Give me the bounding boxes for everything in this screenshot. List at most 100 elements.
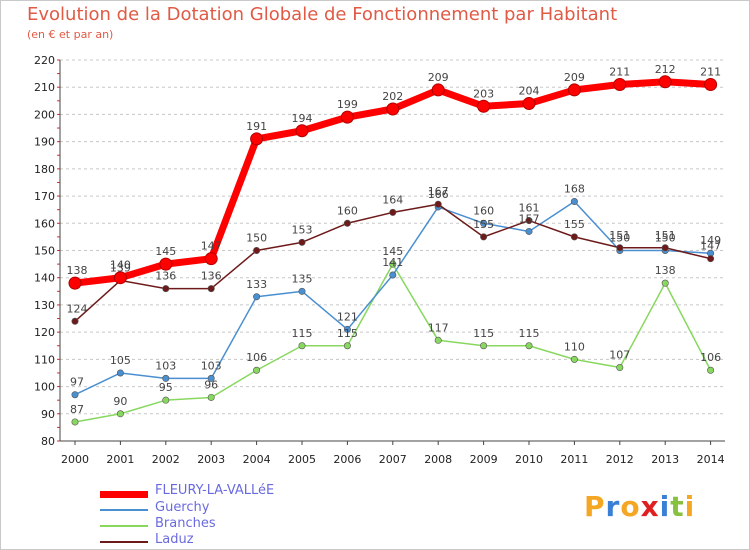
data-point	[434, 336, 442, 344]
data-label: 161	[519, 202, 540, 215]
data-label: 97	[70, 376, 84, 389]
chart-subtitle: (en € et par an)	[27, 28, 114, 41]
logo-letter: o	[620, 490, 641, 523]
data-label: 160	[473, 204, 494, 217]
data-point	[525, 342, 533, 350]
data-label: 164	[382, 193, 403, 206]
y-tick-label-170: 170	[34, 190, 55, 203]
data-label: 138	[655, 264, 676, 277]
x-tick-label-2010: 2010	[515, 453, 543, 466]
data-point	[207, 393, 215, 401]
y-tick-label-100: 100	[34, 381, 55, 394]
data-label: 106	[700, 351, 721, 364]
data-label: 155	[564, 218, 585, 231]
data-point	[570, 355, 578, 363]
data-label: 151	[655, 229, 676, 242]
x-tick-label-2012: 2012	[606, 453, 634, 466]
legend-line-branches	[100, 525, 148, 527]
data-point	[525, 217, 533, 225]
x-tick-label-2001: 2001	[106, 453, 134, 466]
data-point	[253, 247, 261, 255]
data-label: 136	[201, 270, 222, 283]
data-label: 203	[473, 87, 494, 100]
data-label: 149	[700, 234, 721, 247]
data-point	[298, 342, 306, 350]
x-tick-label-2011: 2011	[560, 453, 588, 466]
data-point	[159, 257, 173, 271]
data-point	[386, 102, 400, 116]
data-point	[250, 132, 264, 146]
data-label: 153	[292, 223, 313, 236]
x-tick-label-2008: 2008	[424, 453, 452, 466]
data-label: 87	[70, 403, 84, 416]
data-label: 160	[337, 204, 358, 217]
legend-line-fleury	[100, 491, 148, 498]
x-tick-label-2000: 2000	[61, 453, 89, 466]
data-label: 107	[609, 349, 630, 362]
data-point	[707, 366, 715, 374]
x-tick-label-2005: 2005	[288, 453, 316, 466]
y-tick-label-90: 90	[41, 408, 55, 421]
data-label: 191	[246, 120, 267, 133]
logo-letter: i	[659, 490, 671, 523]
y-tick-label-180: 180	[34, 163, 55, 176]
data-point	[207, 374, 215, 382]
logo-letter: x	[640, 490, 660, 523]
data-point	[480, 342, 488, 350]
data-point	[389, 271, 397, 279]
y-tick-label-110: 110	[34, 353, 55, 366]
x-tick-label-2004: 2004	[243, 453, 271, 466]
data-point	[477, 99, 491, 113]
chart-title: Evolution de la Dotation Globale de Fonc…	[27, 4, 618, 25]
data-label: 157	[519, 212, 540, 225]
data-label: 117	[428, 321, 449, 334]
data-point	[162, 285, 170, 293]
data-label: 167	[428, 185, 449, 198]
data-point	[295, 124, 309, 138]
data-label: 199	[337, 98, 358, 111]
data-label: 209	[428, 71, 449, 84]
x-tick-label-2002: 2002	[152, 453, 180, 466]
y-tick-label-130: 130	[34, 299, 55, 312]
data-label: 133	[246, 278, 267, 291]
y-tick-label-220: 220	[34, 54, 55, 67]
data-point	[570, 198, 578, 206]
data-point	[525, 227, 533, 235]
data-point	[434, 200, 442, 208]
data-point	[162, 374, 170, 382]
data-label: 155	[473, 218, 494, 231]
data-point	[71, 391, 79, 399]
data-point	[71, 317, 79, 325]
data-point	[253, 293, 261, 301]
data-label: 204	[519, 85, 540, 98]
data-point	[340, 110, 354, 124]
data-point	[298, 287, 306, 295]
y-tick-label-160: 160	[34, 217, 55, 230]
legend-label-branches: Branches	[155, 516, 216, 531]
x-tick-label-2006: 2006	[333, 453, 361, 466]
data-label: 147	[201, 240, 222, 253]
y-tick-label-140: 140	[34, 272, 55, 285]
data-label: 141	[382, 256, 403, 269]
legend-line-laduz	[100, 541, 148, 543]
data-label: 194	[292, 112, 313, 125]
logo-letter: r	[605, 490, 621, 523]
data-label: 95	[159, 381, 173, 394]
data-point	[71, 418, 79, 426]
data-label: 121	[337, 310, 358, 323]
logo-letter: t	[670, 490, 685, 523]
legend-line-guerchy	[100, 509, 148, 511]
data-point	[480, 219, 488, 227]
data-label: 151	[609, 229, 630, 242]
data-point	[431, 83, 445, 97]
data-label: 96	[204, 378, 218, 391]
data-point	[389, 208, 397, 216]
data-label: 147	[700, 240, 721, 253]
x-tick-label-2007: 2007	[379, 453, 407, 466]
y-tick-label-120: 120	[34, 326, 55, 339]
x-tick-label-2013: 2013	[651, 453, 679, 466]
data-label: 150	[609, 232, 630, 245]
data-label: 211	[700, 65, 721, 78]
y-tick-label-200: 200	[34, 108, 55, 121]
data-label: 139	[110, 261, 131, 274]
